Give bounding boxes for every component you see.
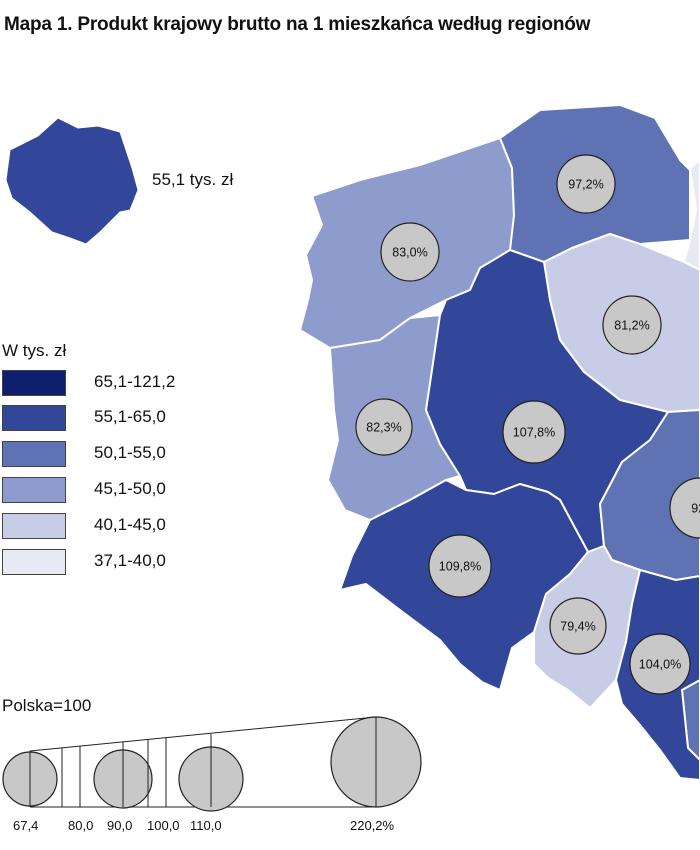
region-value-label-wielkopolskie: 107,8% bbox=[513, 426, 555, 440]
region-value-circle-slaskie bbox=[629, 633, 691, 695]
scale-title: Polska=100 bbox=[2, 696, 92, 715]
region-value-circle-opolskie bbox=[549, 597, 607, 655]
scale-outline-top bbox=[29, 716, 377, 752]
region-value-label-kujawsko-pomorskie: 81,2% bbox=[614, 319, 649, 333]
region-value-circle-kujawsko-pomorskie bbox=[602, 295, 662, 355]
scale-tick-label: 220,2% bbox=[350, 818, 395, 833]
region-value-label-dolnoslaskie: 109,8% bbox=[439, 560, 481, 574]
region-value-circle-dolnoslaskie bbox=[428, 534, 492, 598]
scale-tick-label: 110,0 bbox=[190, 818, 222, 833]
region-value-label-lubuskie: 82,3% bbox=[366, 421, 401, 435]
legend-label: 65,1-121,2 bbox=[94, 372, 176, 391]
legend-label: 37,1-40,0 bbox=[94, 551, 166, 570]
legend-swatch bbox=[2, 477, 66, 503]
scale-tick-label: 80,0 bbox=[68, 818, 94, 833]
scale-tick-label: 100,0 bbox=[147, 818, 180, 833]
legend-swatch bbox=[2, 549, 66, 575]
region-value-circle-wielkopolskie bbox=[502, 400, 566, 464]
legend-label: 55,1-65,0 bbox=[94, 407, 166, 426]
map-title: Mapa 1. Produkt krajowy brutto na 1 mies… bbox=[4, 14, 591, 35]
legend-label: 40,1-45,0 bbox=[94, 515, 166, 534]
region-value-label-pomorskie: 97,2% bbox=[568, 178, 603, 192]
poland-inset-silhouette bbox=[5, 117, 139, 245]
legend-swatch bbox=[2, 370, 66, 396]
legend-swatch bbox=[2, 513, 66, 539]
legend-title: W tys. zł bbox=[2, 341, 67, 360]
legend-swatch bbox=[2, 405, 66, 431]
region-value-label-slaskie: 104,0% bbox=[639, 658, 681, 672]
region-value-label-lodzkie: 92, bbox=[691, 502, 700, 516]
scale-graphic bbox=[2, 716, 422, 812]
national-gdp-value: 55,1 tys. zł bbox=[152, 170, 234, 189]
legend-label: 45,1-50,0 bbox=[94, 479, 166, 498]
region-value-circle-lubuskie bbox=[355, 398, 413, 456]
region-value-circle-lodzkie bbox=[669, 477, 700, 539]
scale-tick-label: 90,0 bbox=[107, 818, 133, 833]
region-value-label-opolskie: 79,4% bbox=[560, 620, 595, 634]
legend-swatch bbox=[2, 441, 66, 467]
legend-label: 50,1-55,0 bbox=[94, 443, 166, 462]
region-value-circle-zachodniopomorskie bbox=[380, 222, 440, 282]
region-value-circle-pomorskie bbox=[556, 154, 616, 214]
region-value-label-zachodniopomorskie: 83,0% bbox=[392, 246, 427, 260]
scale-tick-label: 67,4 bbox=[13, 818, 39, 833]
